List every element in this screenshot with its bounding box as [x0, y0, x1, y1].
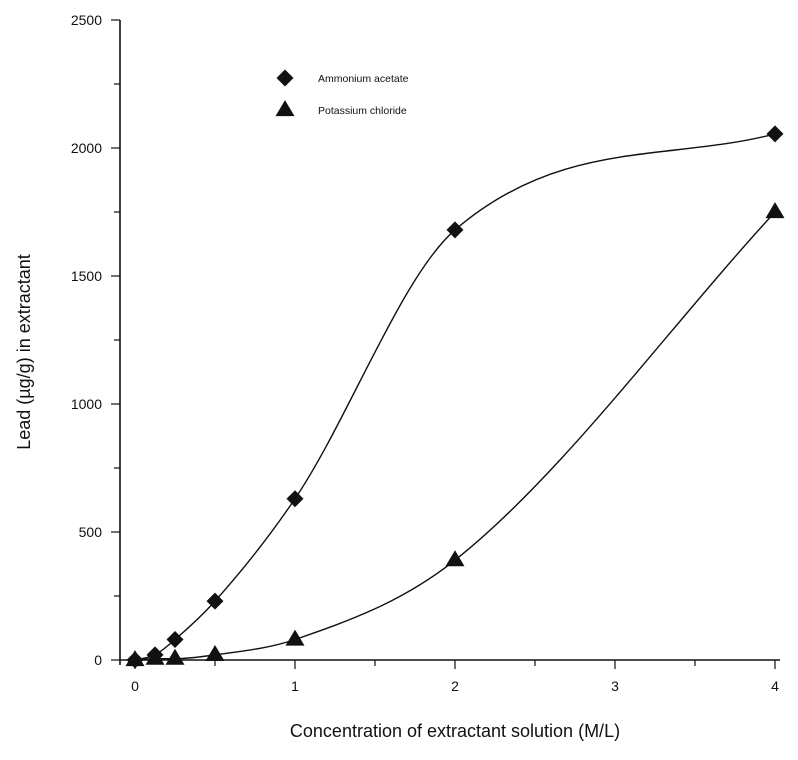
ammonium-acetate-curve: [134, 133, 776, 661]
triangle-data-point: [765, 202, 785, 219]
y-tick-label: 500: [79, 524, 103, 540]
legend-label: Ammonium acetate: [318, 73, 409, 85]
x-axis-ticks: 0 1 2 3 4: [131, 660, 779, 694]
x-tick-label: 3: [611, 678, 619, 694]
x-tick-label: 4: [771, 678, 779, 694]
y-axis-title: Lead (µg/g) in extractant: [14, 254, 34, 449]
y-tick-label: 2500: [71, 12, 102, 28]
x-tick-label: 0: [131, 678, 139, 694]
diamond-data-point: [206, 592, 224, 610]
diamond-data-point: [286, 490, 304, 508]
legend-triangle-marker: [275, 100, 295, 117]
data-markers: [125, 125, 785, 669]
y-axis-ticks: 0 500 1000 1500 2000 2500: [71, 12, 120, 668]
triangle-data-point: [285, 629, 305, 646]
y-tick-label: 1500: [71, 268, 102, 284]
fitted-curves: [134, 133, 776, 661]
legend: Ammonium acetate Potassium chloride: [275, 69, 409, 117]
y-tick-label: 0: [94, 652, 102, 668]
triangle-data-point: [205, 644, 225, 661]
diamond-data-point: [766, 125, 784, 143]
diamond-data-point: [446, 221, 464, 239]
y-tick-label: 1000: [71, 396, 102, 412]
triangle-data-point: [165, 648, 185, 665]
triangle-data-point: [125, 650, 145, 667]
triangle-data-point: [145, 648, 165, 665]
x-tick-label: 1: [291, 678, 299, 694]
diamond-data-point: [166, 631, 184, 649]
legend-label: Potassium chloride: [318, 105, 407, 117]
y-tick-label: 2000: [71, 140, 102, 156]
x-axis-title: Concentration of extractant solution (M/…: [290, 721, 620, 741]
x-tick-label: 2: [451, 678, 459, 694]
potassium-chloride-curve: [134, 211, 776, 661]
axes: [119, 20, 780, 665]
triangle-data-point: [445, 550, 465, 567]
legend-diamond-marker: [276, 69, 294, 87]
